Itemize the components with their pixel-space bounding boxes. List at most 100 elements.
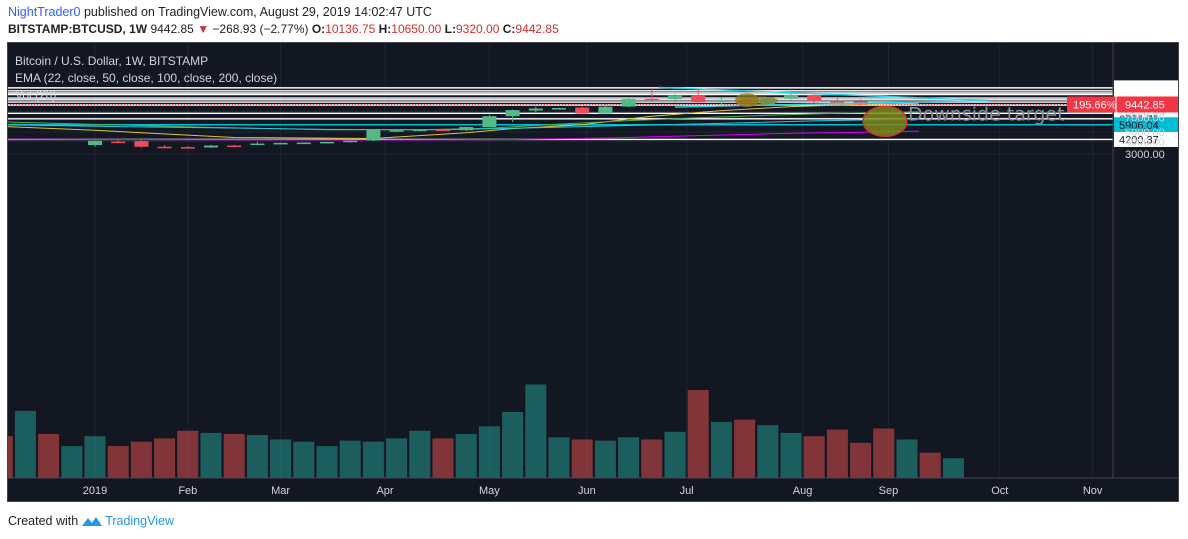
- publish-header: NightTrader0 published on TradingView.co…: [8, 5, 432, 19]
- close-value: 9442.85: [515, 22, 559, 36]
- candle-body[interactable]: [784, 94, 798, 99]
- candle-body[interactable]: [436, 129, 450, 132]
- candle-body[interactable]: [366, 129, 381, 141]
- candle-body[interactable]: [459, 127, 474, 131]
- last-price-percent: 195.66%: [1073, 99, 1117, 111]
- last-price-value: 9442.85: [1125, 99, 1165, 111]
- low-label: L:: [444, 22, 456, 36]
- candle-body[interactable]: [111, 141, 126, 144]
- candle-body[interactable]: [528, 108, 543, 111]
- volume-bar: [386, 438, 408, 478]
- candle-body[interactable]: [320, 141, 334, 144]
- created-with-text: Created with: [8, 514, 79, 528]
- candle-body[interactable]: [552, 108, 566, 110]
- high-label: H:: [378, 22, 392, 36]
- triangle-upper-line[interactable]: [658, 86, 989, 102]
- candle-body[interactable]: [273, 142, 288, 145]
- candle-body[interactable]: [134, 141, 149, 147]
- volume-bar: [38, 434, 60, 478]
- price-chart[interactable]: Bitcoin / U.S. Dollar, 1W, BITSTAMP EMA …: [7, 42, 1179, 502]
- volume-bar: [710, 421, 732, 478]
- markers: [734, 93, 908, 138]
- candle-body[interactable]: [714, 99, 729, 102]
- volume-bar: [641, 439, 663, 478]
- legend-ema: EMA (22, close, 50, close, 100, close, 2…: [15, 71, 277, 85]
- last-price: 9442.85: [150, 22, 194, 36]
- candle-body[interactable]: [204, 145, 218, 148]
- tradingview-link[interactable]: TradingView: [105, 514, 174, 528]
- time-axis[interactable]: [7, 478, 1179, 502]
- level-label-bg: [1114, 117, 1178, 133]
- volume-bar: [757, 425, 779, 478]
- level-label: 4200.37: [1119, 134, 1159, 146]
- candle-body[interactable]: [88, 140, 102, 146]
- ema-line: [7, 130, 919, 141]
- volume-bar: [14, 410, 36, 478]
- ema-line: [7, 102, 919, 140]
- legend-title: Bitcoin / U.S. Dollar, 1W, BITSTAMP: [15, 54, 208, 68]
- candle-body[interactable]: [830, 100, 845, 103]
- volume-bar: [502, 412, 524, 478]
- candle-body[interactable]: [389, 130, 404, 132]
- candle-body[interactable]: [644, 98, 659, 100]
- volume-bar: [432, 438, 454, 478]
- ema-lines: [7, 102, 919, 141]
- time-axis-labels: 2019 Feb Mar Apr May Jun Jul Aug Sep Oct Nov: [83, 485, 1103, 497]
- volume-bar: [7, 436, 13, 478]
- triangle-lines: [658, 86, 989, 108]
- candle-body[interactable]: [482, 116, 497, 128]
- volume-bar: [850, 442, 872, 478]
- candle-body[interactable]: [343, 140, 358, 143]
- price-tick-label: 5000.00: [1125, 127, 1165, 139]
- time-tick-label: Oct: [991, 485, 1008, 497]
- legend-volume: Vol (20): [15, 88, 56, 102]
- volume-bar: [896, 439, 918, 478]
- open-label: O:: [311, 22, 326, 36]
- candle-body[interactable]: [621, 98, 636, 107]
- level-label-bg: [1114, 131, 1178, 147]
- volume-bar: [362, 441, 384, 478]
- volume-bar: [223, 434, 245, 478]
- volume-bar: [618, 437, 640, 478]
- volume-bar: [270, 439, 292, 478]
- candle-body[interactable]: [296, 142, 311, 145]
- volume-bar: [246, 435, 268, 478]
- volume-bar: [525, 384, 547, 478]
- volume-bar: [293, 441, 315, 478]
- candle-body[interactable]: [598, 106, 613, 114]
- volume-bar: [803, 436, 825, 478]
- chart-area[interactable]: Bitcoin / U.S. Dollar, 1W, BITSTAMP EMA …: [7, 42, 1179, 502]
- candle-body[interactable]: [575, 107, 590, 114]
- candle-body[interactable]: [505, 110, 520, 117]
- candle-body[interactable]: [157, 146, 172, 149]
- volume-bar: [316, 446, 338, 478]
- volume-bar: [478, 426, 500, 478]
- price-tick-label: 7000.00: [1125, 112, 1165, 124]
- symbol-header: BITSTAMP:BTCUSD, 1W 9442.85 ▼ −268.93 (−…: [8, 22, 559, 36]
- volume-bar: [873, 428, 895, 478]
- author-link[interactable]: NightTrader0: [8, 5, 81, 19]
- candle-body[interactable]: [250, 143, 265, 146]
- time-tick-label: Jun: [578, 485, 596, 497]
- candle-body[interactable]: [412, 129, 427, 132]
- down-triangle-icon: ▼: [197, 22, 210, 36]
- downside-target-marker[interactable]: [862, 105, 908, 138]
- candle-body[interactable]: [807, 95, 822, 102]
- volume-bar: [84, 436, 106, 478]
- time-tick-label: Apr: [376, 485, 393, 497]
- candle-body[interactable]: [668, 95, 682, 100]
- triangle-lower-line[interactable]: [674, 99, 989, 108]
- candle-body[interactable]: [180, 147, 195, 149]
- time-tick-label: Nov: [1083, 485, 1103, 497]
- candle-body[interactable]: [227, 145, 242, 148]
- footer: Created with TradingView: [8, 514, 174, 529]
- candle-body[interactable]: [691, 95, 706, 102]
- high-value: 10650.00: [391, 22, 442, 36]
- volume-bar: [154, 438, 176, 478]
- time-tick-label: May: [479, 485, 500, 497]
- volume-bar: [919, 452, 941, 478]
- time-tick-label: Aug: [793, 485, 813, 497]
- volume-bars: [7, 384, 964, 478]
- volume-bar: [687, 390, 709, 478]
- time-tick-label: Jul: [680, 485, 694, 497]
